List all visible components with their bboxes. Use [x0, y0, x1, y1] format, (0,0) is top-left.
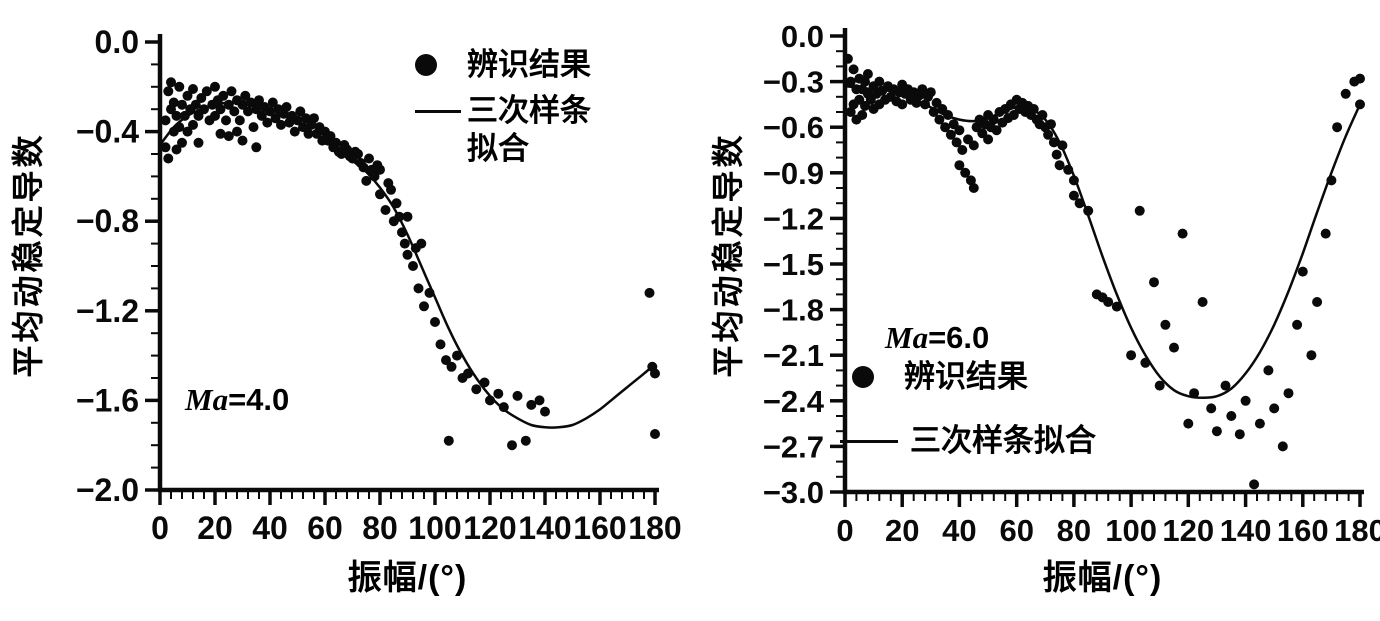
svg-text:−1.2: −1.2	[76, 293, 139, 329]
svg-text:−2.1: −2.1	[763, 338, 824, 373]
svg-text:−3.0: −3.0	[763, 475, 824, 510]
svg-text:−1.2: −1.2	[763, 201, 824, 236]
svg-text:80: 80	[362, 510, 398, 546]
ma6-legend-item-scatter: 辨识结果	[852, 358, 1028, 396]
svg-text:160: 160	[1277, 513, 1329, 548]
svg-text:−0.4: −0.4	[76, 114, 139, 150]
svg-text:40: 40	[252, 510, 288, 546]
svg-text:20: 20	[197, 510, 233, 546]
ma6-plot-area: 0 20 40 60 80 100 120 140 160 180 0.0 −0.3 −0.6 −0.9 −…	[763, 19, 1380, 548]
svg-text:100: 100	[1105, 513, 1157, 548]
legend-label-scatter: 辨识结果	[467, 47, 591, 82]
spline-line-marker-icon	[415, 110, 461, 113]
svg-text:−0.3: −0.3	[763, 65, 824, 100]
svg-text:20: 20	[885, 513, 919, 548]
svg-text:100: 100	[408, 510, 461, 546]
figure-ma6: 0 20 40 60 80 100 120 140 160 180 0.0 −0.3 −0.6 −0.9 −…	[690, 0, 1380, 621]
legend-label-scatter: 辨识结果	[904, 359, 1028, 394]
svg-text:180: 180	[1334, 513, 1380, 548]
legend-label-spline: 三次样条 拟合	[467, 93, 591, 166]
svg-text:0.0: 0.0	[95, 24, 139, 60]
legend-item-spline: 三次样条 拟合	[415, 92, 591, 168]
ma4-annotation: Ma=4.0	[185, 382, 289, 418]
svg-text:140: 140	[518, 510, 571, 546]
ma4-legend: 辨识结果 三次样条 拟合	[415, 46, 591, 168]
svg-text:−2.7: −2.7	[763, 429, 824, 464]
scatter-dot-marker-icon	[852, 366, 874, 388]
svg-text:60: 60	[307, 510, 343, 546]
svg-text:80: 80	[1057, 513, 1091, 548]
svg-text:−0.6: −0.6	[763, 110, 824, 145]
svg-text:−0.9: −0.9	[763, 156, 824, 191]
svg-text:−1.8: −1.8	[763, 293, 824, 328]
ma6-legend-item-spline: 三次样条拟合	[840, 422, 1096, 460]
ma-symbol: Ma	[185, 382, 229, 417]
ma6-annotation: Ma=6.0	[885, 320, 989, 356]
svg-text:140: 140	[1220, 513, 1272, 548]
svg-text:0: 0	[836, 513, 853, 548]
spline-line-marker-icon	[840, 440, 898, 443]
scatter-dot-marker-icon	[415, 54, 437, 76]
figure-ma4: 0 20 40 60 80 100 120 140 160 180 0.0 −0.4 −0.8 −1.2 −…	[10, 24, 682, 597]
svg-text:−1.6: −1.6	[76, 382, 139, 418]
ma4-plot-area: 0 20 40 60 80 100 120 140 160 180 0.0 −0.4 −0.8 −1.2 −…	[76, 24, 682, 546]
ma-value: =6.0	[928, 320, 990, 355]
ma-symbol: Ma	[885, 320, 929, 355]
svg-text:180: 180	[628, 510, 681, 546]
svg-text:40: 40	[942, 513, 976, 548]
svg-text:0.0: 0.0	[781, 19, 824, 54]
svg-text:−2.0: −2.0	[76, 472, 139, 508]
svg-text:−1.5: −1.5	[763, 247, 824, 282]
svg-text:0: 0	[151, 510, 169, 546]
legend-label-spline: 三次样条拟合	[910, 423, 1096, 458]
svg-text:120: 120	[1162, 513, 1214, 548]
svg-text:−0.8: −0.8	[76, 203, 139, 239]
ma6-x-axis-label: 振幅/(°)	[1042, 559, 1163, 597]
ma6-y-axis-label: 平均动稳定导数	[710, 132, 746, 378]
legend-item-scatter: 辨识结果	[415, 46, 591, 84]
ma-value: =4.0	[228, 382, 290, 417]
svg-text:−2.4: −2.4	[763, 384, 825, 419]
svg-text:60: 60	[999, 513, 1033, 548]
ma4-x-axis-label: 振幅/(°)	[347, 559, 468, 597]
svg-text:120: 120	[463, 510, 516, 546]
svg-text:160: 160	[573, 510, 626, 546]
ma4-y-axis-label: 平均动稳定导数	[10, 132, 46, 378]
